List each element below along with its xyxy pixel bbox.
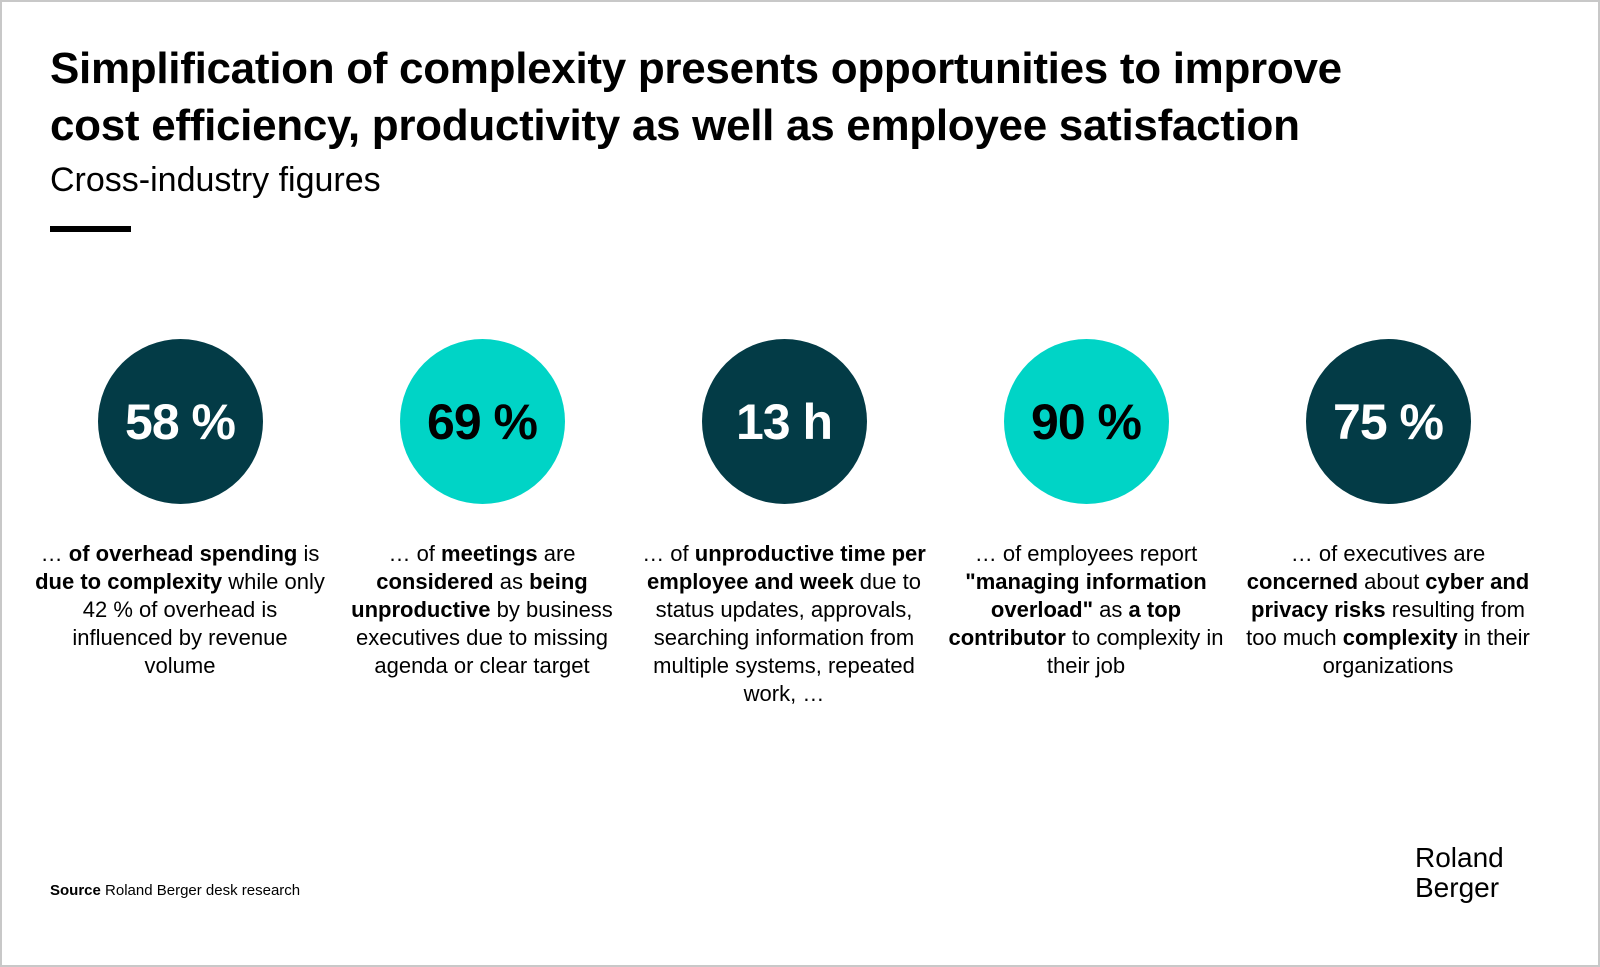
text: … of bbox=[642, 541, 695, 566]
stat-card: 75 % … of executives are concerned about … bbox=[1243, 339, 1533, 680]
text: resulting from too much bbox=[1246, 597, 1525, 650]
text: due to status updates, approvals, search… bbox=[653, 569, 921, 706]
bold-text: unproductive time per employee and week bbox=[647, 541, 926, 594]
bold-text: due to complexity bbox=[35, 569, 223, 594]
text: while only 42 % of overhead is influence… bbox=[72, 569, 325, 678]
stat-value-circle: 69 % bbox=[399, 339, 565, 504]
text: are bbox=[537, 541, 576, 566]
title-line: cost efficiency, productivity as well as… bbox=[50, 101, 1300, 150]
stat-value-circle: 75 % bbox=[1305, 339, 1471, 504]
text: about bbox=[1358, 569, 1426, 594]
page-title: Simplification of complexity presents op… bbox=[50, 40, 1342, 154]
bold-text: "managing information overload" bbox=[965, 569, 1207, 622]
stat-value-circle: 58 % bbox=[97, 339, 263, 504]
bold-text: complexity bbox=[1342, 625, 1458, 650]
bold-text: a top contributor bbox=[948, 597, 1182, 650]
logo-line: Berger bbox=[1415, 872, 1500, 903]
stat-description: … of meetings are considered as being un… bbox=[337, 540, 627, 680]
text: as bbox=[493, 569, 530, 594]
stat-card: 69 % … of meetings are considered as bein… bbox=[337, 339, 627, 680]
source-note: Source Roland Berger desk research bbox=[50, 882, 300, 899]
text: by business executives due to missing ag… bbox=[356, 597, 613, 678]
source-label: Source bbox=[50, 882, 101, 899]
bold-text: concerned bbox=[1246, 569, 1359, 594]
subtitle: Cross-industry figures bbox=[50, 161, 381, 199]
text: as bbox=[1093, 597, 1129, 622]
stat-card: 90 % … of employees report "managing info… bbox=[941, 339, 1231, 680]
roland-berger-logo: Roland Berger bbox=[1415, 843, 1504, 903]
bold-text: cyber and privacy risks bbox=[1251, 569, 1530, 622]
text: … of employees report bbox=[974, 541, 1198, 566]
accent-bar bbox=[50, 226, 131, 232]
stat-card: 13 h … of unproductive time per employee … bbox=[639, 339, 929, 708]
stat-value-circle: 13 h bbox=[701, 339, 867, 504]
bold-text: meetings bbox=[441, 541, 538, 566]
text: is bbox=[297, 541, 320, 566]
bold-text: of overhead spending bbox=[68, 541, 298, 566]
text: … of executives are bbox=[1290, 541, 1486, 566]
logo-line: Roland bbox=[1415, 842, 1504, 873]
stat-description: … of employees report "managing informat… bbox=[941, 540, 1231, 680]
source-text: Roland Berger desk research bbox=[100, 882, 301, 899]
bold-text: being unproductive bbox=[351, 569, 588, 622]
text: to complexity in their job bbox=[1046, 625, 1224, 678]
stat-description: … of overhead spending is due to complex… bbox=[35, 540, 325, 680]
stat-description: … of unproductive time per employee and … bbox=[639, 540, 929, 708]
stat-value-circle: 90 % bbox=[1003, 339, 1169, 504]
title-line: Simplification of complexity presents op… bbox=[50, 44, 1342, 93]
text: … of bbox=[388, 541, 442, 566]
stat-card: 58 % … of overhead spending is due to com… bbox=[35, 339, 325, 680]
bold-text: considered bbox=[376, 569, 494, 594]
text: in their organizations bbox=[1322, 625, 1530, 678]
stat-description: … of executives are concerned about cybe… bbox=[1243, 540, 1533, 680]
text: … bbox=[40, 541, 69, 566]
